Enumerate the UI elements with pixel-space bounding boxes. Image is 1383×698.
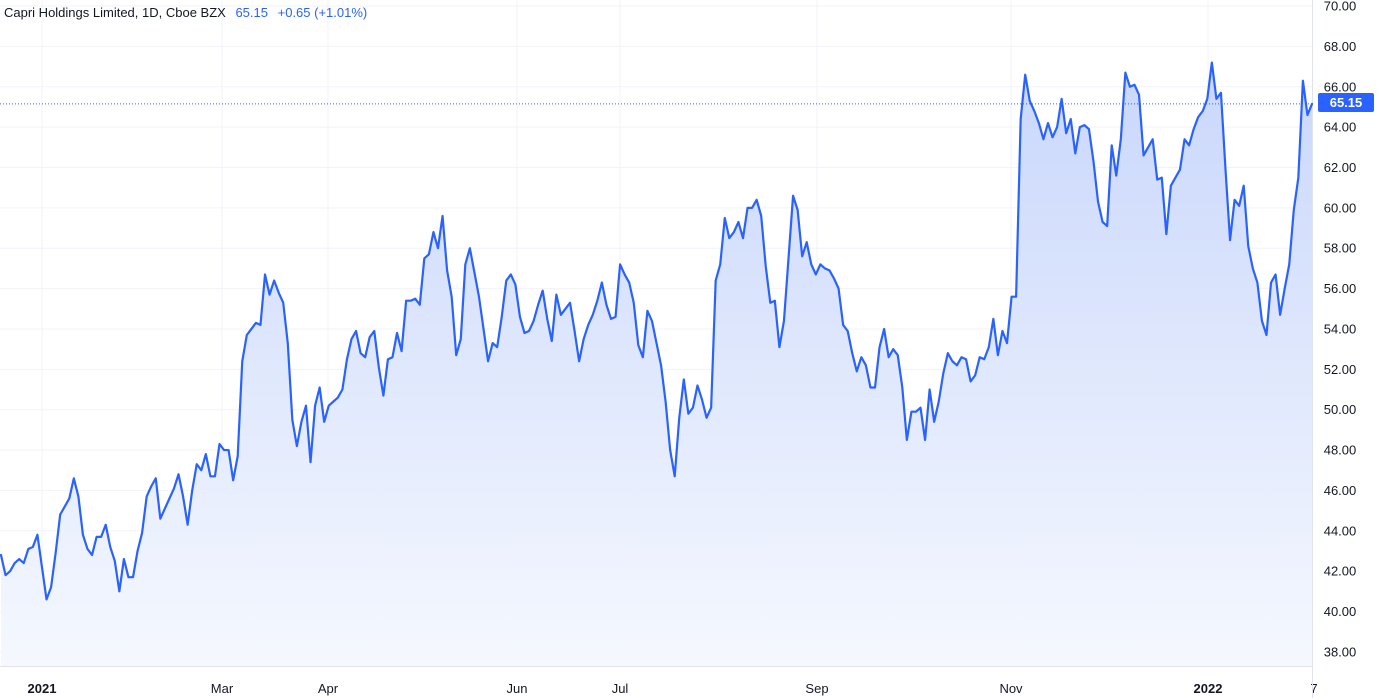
price-area-fill <box>1 62 1312 667</box>
symbol-description[interactable]: Capri Holdings Limited, 1D, Cboe BZX <box>4 5 226 20</box>
y-tick-label: 70.00 <box>1324 0 1357 14</box>
x-tick-label: Jun <box>507 681 528 696</box>
y-tick-label: 46.00 <box>1324 483 1357 498</box>
chart-legend: Capri Holdings Limited, 1D, Cboe BZX 65.… <box>4 4 373 22</box>
x-tick-label: 2021 <box>28 681 57 696</box>
x-tick-label: 2022 <box>1194 681 1223 696</box>
x-tick-label: Nov <box>999 681 1023 696</box>
price-line <box>0 61 1314 601</box>
last-price-value: 65.15 <box>235 5 268 20</box>
y-tick-label: 58.00 <box>1324 241 1357 256</box>
y-tick-label: 48.00 <box>1324 443 1357 458</box>
y-tick-label: 56.00 <box>1324 281 1357 296</box>
x-tick-label: Mar <box>211 681 234 696</box>
price-change-value: +0.65 (+1.01%) <box>277 5 368 20</box>
y-tick-label: 52.00 <box>1324 362 1357 377</box>
y-tick-label: 50.00 <box>1324 402 1357 417</box>
x-tick-label: Apr <box>318 681 339 696</box>
y-tick-label: 64.00 <box>1324 120 1357 135</box>
y-tick-label: 60.00 <box>1324 200 1357 215</box>
y-tick-label: 40.00 <box>1324 604 1357 619</box>
x-tick-label: 7 <box>1310 681 1317 696</box>
y-tick-label: 44.00 <box>1324 523 1357 538</box>
y-tick-label: 62.00 <box>1324 160 1357 175</box>
y-tick-label: 68.00 <box>1324 39 1357 54</box>
y-tick-label: 38.00 <box>1324 644 1357 659</box>
x-tick-label: Sep <box>805 681 828 696</box>
x-tick-label: Jul <box>612 681 629 696</box>
y-tick-label: 66.00 <box>1324 79 1357 94</box>
y-tick-label: 54.00 <box>1324 321 1357 336</box>
last-price-label: 65.15 <box>1318 93 1374 112</box>
y-tick-label: 42.00 <box>1324 564 1357 579</box>
